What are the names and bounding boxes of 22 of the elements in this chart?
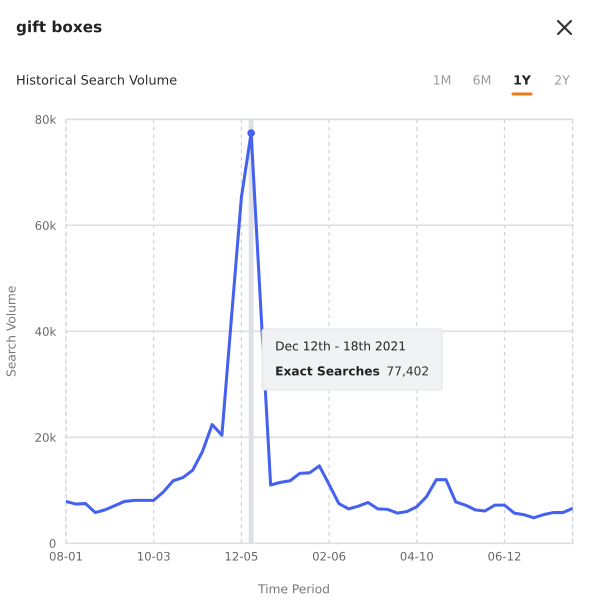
- x-tick-label: 06-12: [488, 552, 520, 561]
- x-axis-title: Time Period: [258, 584, 329, 594]
- annotation: Exact Searches: [276, 366, 380, 376]
- x-tick-label: 02-06: [312, 552, 346, 561]
- x-tick-label: 08-01: [50, 552, 82, 561]
- y-tick-label: 80k: [35, 114, 56, 124]
- text: 1M: [434, 75, 450, 84]
- y-axis-title: Search Volume: [6, 286, 16, 376]
- chart-title: gift boxes: [16, 20, 102, 36]
- x-tick-label: 12-05: [226, 552, 258, 561]
- y-tick-label: 40k: [35, 326, 56, 336]
- chart-subtitle: Historical Search Volume: [17, 74, 176, 85]
- text: 6M: [474, 75, 490, 85]
- x-tick-label: 10-03: [138, 552, 170, 561]
- y-tick-label: 60k: [35, 220, 56, 230]
- y-tick-label: 20k: [36, 432, 56, 442]
- annotation: 77,402: [387, 366, 428, 377]
- text: 2Y: [555, 75, 570, 84]
- text: 1Y: [514, 75, 531, 84]
- x-tick-label: 04-10: [400, 552, 433, 561]
- y-tick-label: 0: [50, 539, 56, 548]
- annotation: Dec 12th - 18th 2021: [276, 341, 405, 351]
